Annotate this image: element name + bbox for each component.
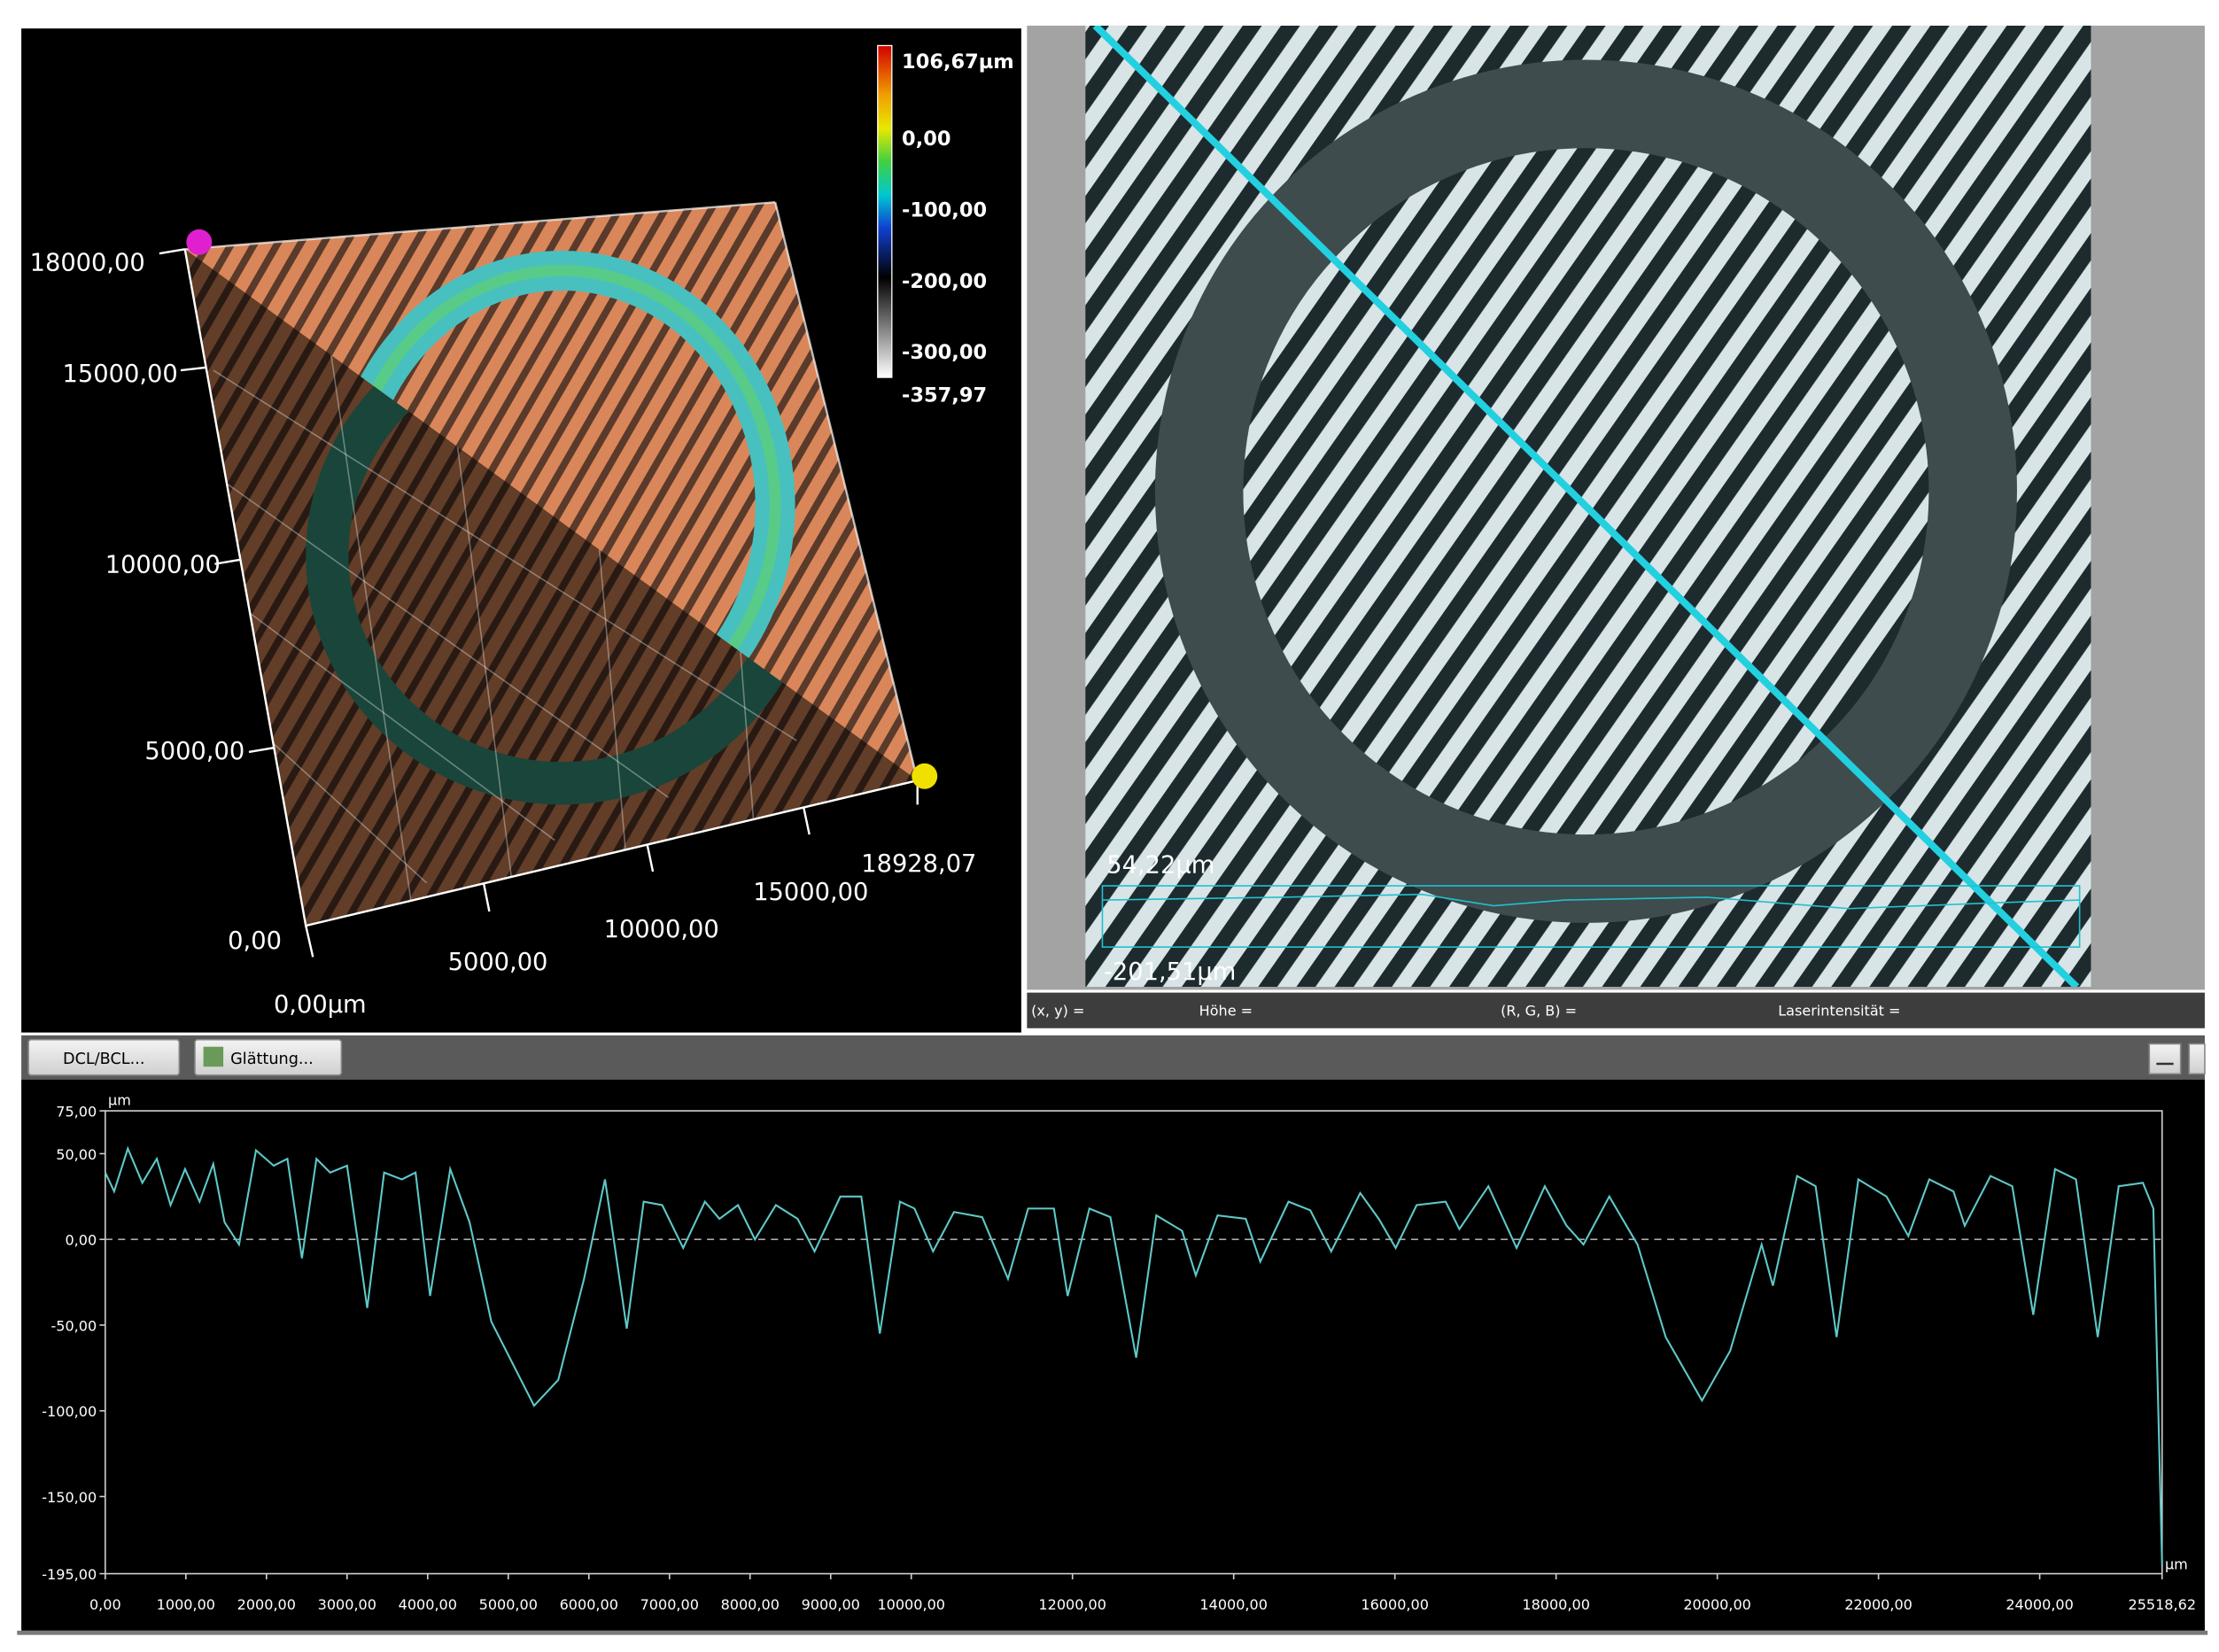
button[interactable] — [27, 1038, 181, 1076]
y-tick-label: 75,00 — [56, 1103, 97, 1120]
surface-3d — [159, 201, 938, 958]
y-tick-label: 50,00 — [56, 1146, 97, 1163]
x-tick-label: 3000,00 — [318, 1596, 376, 1613]
panel-border — [17, 1630, 2208, 1635]
scale-label: -100,00 — [902, 198, 987, 221]
microscope-image[interactable] — [1085, 25, 2091, 988]
y-tick-label: -50,00 — [50, 1317, 97, 1334]
axis-label: 0,00 — [228, 927, 282, 955]
axis-label: 15000,00 — [63, 361, 178, 388]
y-tick-label: -150,00 — [42, 1489, 97, 1506]
axis-label: 15000,00 — [753, 879, 868, 906]
button-label: DCL/BCL... — [63, 1051, 144, 1068]
profile-min-label: -201,51µm — [1104, 958, 1236, 986]
scale-label: -200,00 — [902, 270, 987, 293]
x-unit: µm — [2165, 1556, 2188, 1573]
x-tick-label: 4000,00 — [399, 1596, 457, 1613]
color-scale — [877, 44, 893, 378]
scale-label: 106,67µm — [902, 50, 1014, 74]
axis-label: 5000,00 — [448, 949, 548, 976]
status-field: (x, y) = — [1031, 1002, 1084, 1019]
scale-label: -300,00 — [902, 341, 987, 364]
plot-frame — [105, 1110, 2163, 1575]
x-tick-label: 7000,00 — [640, 1596, 699, 1613]
restore-button[interactable] — [2188, 1043, 2206, 1075]
x-tick-label: 22000,00 — [1844, 1596, 1913, 1613]
y-unit: µm — [108, 1092, 131, 1109]
y-tick-label: -195,00 — [42, 1566, 97, 1583]
status-field: (R, G, B) = — [1501, 1002, 1577, 1019]
x-tick-label: 20000,00 — [1683, 1596, 1751, 1613]
scale-label: 0,00 — [902, 128, 950, 151]
x-tick-label: 24000,00 — [2006, 1596, 2074, 1613]
x-tick-label: 10000,00 — [877, 1596, 945, 1613]
axis-label: 18928,07 — [861, 850, 976, 878]
x-tick-label: 18000,00 — [1522, 1596, 1590, 1613]
x-tick-label: 9000,00 — [802, 1596, 860, 1613]
profile-panel — [21, 1079, 2205, 1631]
axis-label: 0,00µm — [274, 991, 367, 1019]
x-tick-label: 8000,00 — [721, 1596, 780, 1613]
y-tick-label: -100,00 — [42, 1403, 97, 1420]
button[interactable] — [194, 1038, 343, 1076]
button-label: Glättung... — [230, 1051, 314, 1068]
toolbar — [21, 1035, 2205, 1080]
minimize-button[interactable] — [2148, 1043, 2182, 1075]
y-tick-label: 0,00 — [65, 1232, 97, 1249]
axis-label: 18000,00 — [30, 249, 145, 276]
x-tick-label: 14000,00 — [1199, 1596, 1268, 1613]
button-icon — [203, 1046, 224, 1067]
x-tick-label: 6000,00 — [560, 1596, 618, 1613]
status-field: Laserintensität = — [1778, 1002, 1900, 1019]
x-tick-label: 1000,00 — [157, 1596, 215, 1613]
x-tick-label: 25518,62 — [2129, 1596, 2197, 1613]
x-tick-label: 0,00 — [89, 1596, 121, 1613]
axis-label: 10000,00 — [604, 916, 719, 943]
x-tick-label: 5000,00 — [479, 1596, 538, 1613]
axis-label: 10000,00 — [105, 551, 221, 578]
x-tick-label: 2000,00 — [237, 1596, 296, 1613]
axis-label: 5000,00 — [144, 738, 244, 765]
x-tick-label: 12000,00 — [1038, 1596, 1106, 1613]
scale-label: -357,97 — [902, 384, 987, 407]
profile-max-label: 54,22µm — [1106, 852, 1214, 880]
status-bar — [1027, 992, 2205, 1028]
status-field: Höhe = — [1199, 1002, 1253, 1019]
x-tick-label: 16000,00 — [1361, 1596, 1429, 1613]
profile-line — [104, 1145, 2163, 1565]
